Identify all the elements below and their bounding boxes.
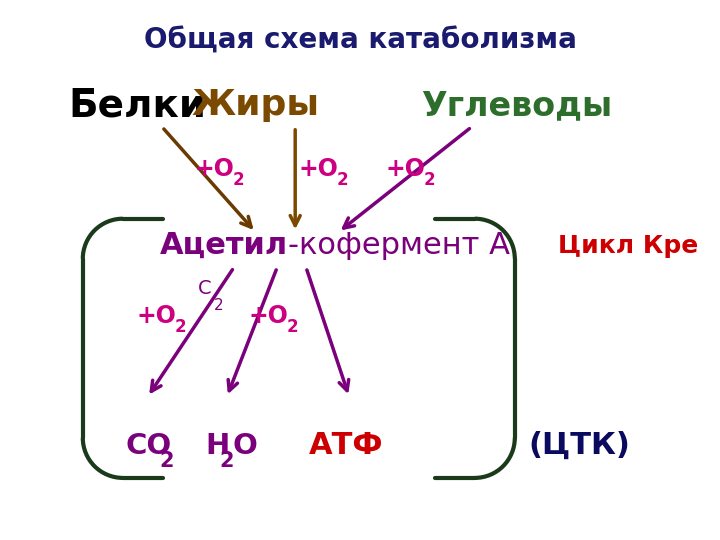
Text: +О: +О	[194, 157, 234, 181]
Text: С: С	[198, 279, 212, 299]
Text: -кофермент А: -кофермент А	[288, 231, 510, 260]
Text: Н: Н	[205, 431, 230, 460]
Text: Белки: Белки	[68, 86, 207, 124]
Text: +О: +О	[137, 304, 176, 328]
Text: +О: +О	[385, 157, 425, 181]
Text: 2: 2	[287, 318, 298, 336]
Text: 2: 2	[337, 171, 348, 189]
Text: +О: +О	[248, 304, 288, 328]
Text: 2: 2	[214, 298, 223, 313]
Text: (ЦТК): (ЦТК)	[528, 431, 631, 460]
Text: АТФ: АТФ	[308, 431, 383, 460]
Text: Общая схема катаболизма: Общая схема катаболизма	[143, 26, 577, 55]
Text: СО: СО	[126, 431, 172, 460]
Text: О: О	[233, 431, 258, 460]
Text: +О: +О	[299, 157, 338, 181]
Text: 2: 2	[233, 171, 244, 189]
Text: 2: 2	[220, 450, 234, 471]
Text: 2: 2	[175, 318, 186, 336]
Text: 2: 2	[423, 171, 435, 189]
Text: Углеводы: Углеводы	[421, 89, 613, 122]
Text: Цикл Кре: Цикл Кре	[558, 234, 698, 258]
Text: Ацетил: Ацетил	[160, 231, 288, 260]
Text: 2: 2	[160, 450, 174, 471]
Text: Жиры: Жиры	[192, 89, 320, 122]
